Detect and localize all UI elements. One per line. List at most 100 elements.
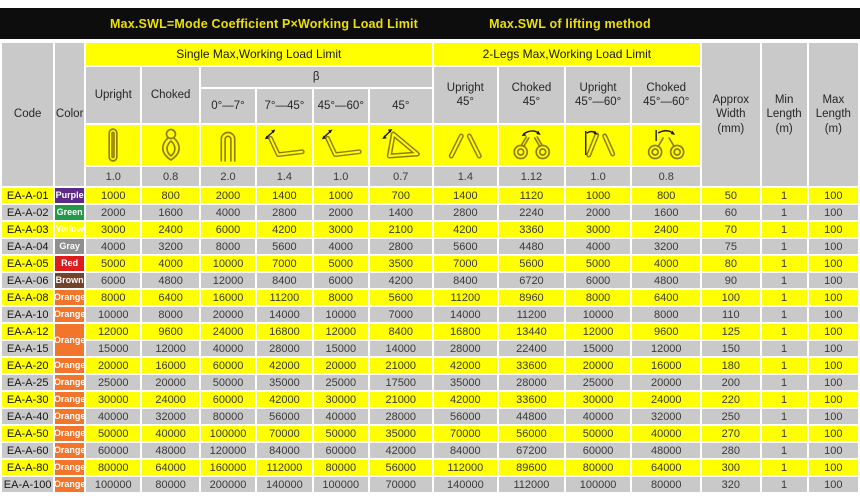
table-row: EA-A-06 Brown 6000 4800 12000 8400 6000 4200 840… — [0, 271, 860, 290]
color-label: Orange — [54, 411, 86, 421]
value-cell: 70000 — [367, 475, 434, 494]
value-cell: 80000 — [311, 458, 370, 477]
value-cell: 2400 — [140, 220, 201, 239]
value-cell: 8400 — [255, 271, 314, 290]
value-cell: 1400 — [255, 186, 314, 205]
table-row: EA-A-08 Orange 8000 6400 16000 11200 8000 5600 1… — [0, 288, 860, 307]
color-swatch: Orange — [56, 291, 84, 304]
value-cell: 1 — [759, 441, 809, 460]
value-cell: 140000 — [431, 475, 500, 494]
value-cell: 10000 — [84, 305, 143, 324]
value-cell: 100 — [806, 305, 860, 324]
value-cell: 24000 — [140, 390, 201, 409]
min-length-header: Min Length (m) — [759, 41, 809, 188]
value-cell: 70 — [700, 220, 762, 239]
value-cell: 4000 — [630, 254, 703, 273]
color-label: Orange — [54, 479, 86, 489]
value-cell: 4000 — [311, 237, 370, 256]
value-cell: 4480 — [497, 237, 566, 256]
color-swatch: Orange — [56, 393, 84, 406]
mode-coefficient: 0.8 — [630, 165, 703, 188]
value-cell: 100 — [806, 203, 860, 222]
code-cell: EA-A-12 — [0, 322, 56, 341]
table-row: EA-A-05 Red 5000 4000 10000 7000 5000 3500 7000 5… — [0, 254, 860, 273]
value-cell: 2000 — [84, 203, 143, 222]
value-cell: 10000 — [563, 305, 633, 324]
value-cell: 8000 — [84, 288, 143, 307]
color-label: Orange — [54, 462, 86, 472]
value-cell: 8000 — [630, 305, 703, 324]
mode-coefficient: 2.0 — [198, 165, 258, 188]
value-cell: 7000 — [255, 254, 314, 273]
value-cell: 30000 — [311, 390, 370, 409]
value-cell: 20000 — [563, 356, 633, 375]
mode-coefficient: 1.0 — [84, 165, 143, 188]
value-cell: 1 — [759, 220, 809, 239]
value-cell: 2000 — [198, 186, 258, 205]
value-cell: 220 — [700, 390, 762, 409]
code-cell: EA-A-06 — [0, 271, 56, 290]
value-cell: 20000 — [84, 356, 143, 375]
value-cell: 3000 — [84, 220, 143, 239]
color-cell: Green — [53, 203, 87, 222]
method-title: Max.SWL of lifting method — [489, 16, 651, 31]
color-label: Orange — [54, 360, 86, 370]
value-cell: 200 — [700, 373, 762, 392]
code-cell: EA-A-40 — [0, 407, 56, 426]
value-cell: 15000 — [311, 339, 370, 358]
color-cell: Purple — [53, 186, 87, 205]
value-cell: 4800 — [140, 271, 201, 290]
value-cell: 80 — [700, 254, 762, 273]
value-cell: 14000 — [255, 305, 314, 324]
value-cell: 1600 — [140, 203, 201, 222]
value-cell: 60000 — [198, 356, 258, 375]
color-swatch: Gray — [56, 240, 84, 253]
value-cell: 16000 — [140, 356, 201, 375]
value-cell: 1 — [759, 458, 809, 477]
value-cell: 70000 — [255, 424, 314, 443]
color-swatch: Purple — [56, 189, 84, 202]
value-cell: 16800 — [431, 322, 500, 341]
mode-coefficient: 1.4 — [431, 165, 500, 188]
value-cell: 12000 — [84, 322, 143, 341]
code-cell: EA-A-03 — [0, 220, 56, 239]
value-cell: 1000 — [311, 186, 370, 205]
value-cell: 4000 — [140, 254, 201, 273]
value-cell: 8000 — [140, 305, 201, 324]
code-cell: EA-A-20 — [0, 356, 56, 375]
value-cell: 1 — [759, 390, 809, 409]
angle-header: 45°—60° — [311, 87, 370, 125]
value-cell: 100 — [806, 254, 860, 273]
value-cell: 8000 — [563, 288, 633, 307]
value-cell: 80000 — [630, 475, 703, 494]
value-cell: 6400 — [630, 288, 703, 307]
code-cell: EA-A-30 — [0, 390, 56, 409]
value-cell: 2800 — [367, 237, 434, 256]
value-cell: 11200 — [431, 288, 500, 307]
value-cell: 140000 — [255, 475, 314, 494]
value-cell: 100 — [806, 186, 860, 205]
value-cell: 60000 — [563, 441, 633, 460]
color-cell: Orange — [53, 373, 87, 392]
color-label: Orange — [54, 334, 86, 345]
value-cell: 80000 — [198, 407, 258, 426]
upright-header: Upright — [84, 65, 143, 125]
table-row: EA-A-10 Orange 10000 8000 20000 14000 10000 700… — [0, 305, 860, 324]
value-cell: 16000 — [198, 288, 258, 307]
color-header: Color — [53, 41, 87, 188]
value-cell: 270 — [700, 424, 762, 443]
color-label: Green — [56, 207, 83, 217]
triangle-45-icon — [367, 123, 434, 167]
choked-header: Choked — [140, 65, 201, 125]
value-cell: 5000 — [84, 254, 143, 273]
value-cell: 5600 — [497, 254, 566, 273]
color-swatch: Orange — [54, 410, 86, 423]
value-cell: 100 — [806, 441, 860, 460]
value-cell: 56000 — [367, 458, 434, 477]
value-cell: 90 — [700, 271, 762, 290]
color-label: Orange — [54, 428, 86, 438]
angle-header: 45° — [367, 87, 434, 125]
value-cell: 1600 — [630, 203, 703, 222]
value-cell: 320 — [700, 475, 762, 494]
value-cell: 35000 — [431, 373, 500, 392]
